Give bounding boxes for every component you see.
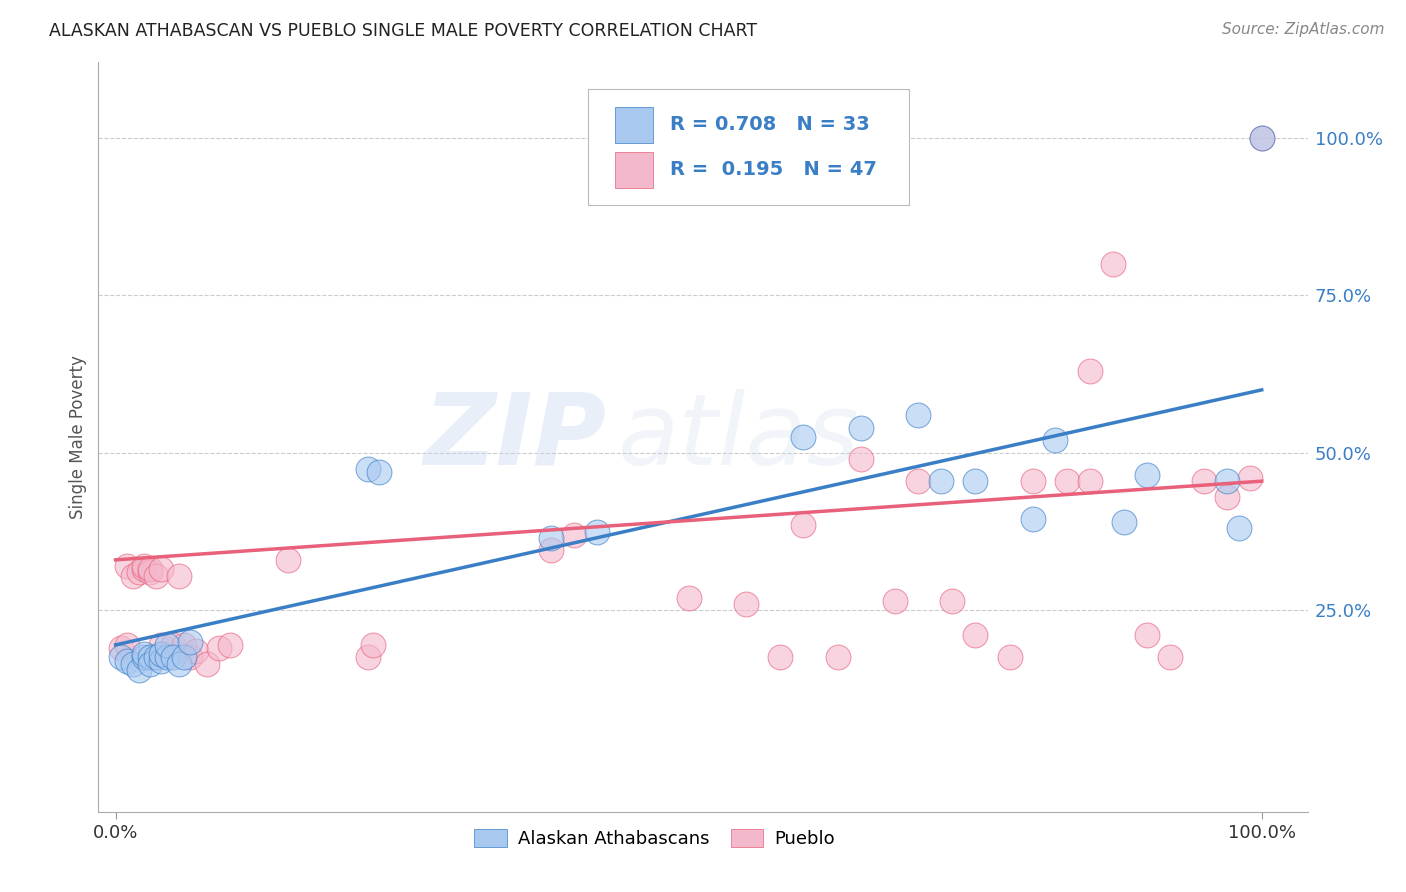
Point xyxy=(1250,131,1272,145)
Point xyxy=(792,430,814,444)
Point xyxy=(929,474,952,488)
Point xyxy=(884,594,907,608)
Point xyxy=(1136,628,1159,642)
Point xyxy=(562,527,585,541)
Point xyxy=(368,465,391,479)
Point xyxy=(965,628,987,642)
Point xyxy=(208,640,231,655)
Point xyxy=(357,461,380,475)
Text: Source: ZipAtlas.com: Source: ZipAtlas.com xyxy=(1222,22,1385,37)
Point xyxy=(540,531,562,545)
Point xyxy=(941,594,963,608)
Point xyxy=(134,650,156,665)
Point xyxy=(115,654,138,668)
Point xyxy=(827,650,849,665)
Point xyxy=(115,638,138,652)
Point xyxy=(150,654,173,668)
Point xyxy=(110,650,132,665)
Point xyxy=(121,657,143,671)
Point xyxy=(1159,650,1181,665)
Point xyxy=(110,640,132,655)
Point xyxy=(139,657,162,671)
Point xyxy=(1021,512,1043,526)
Bar xyxy=(614,152,654,187)
Text: R =  0.195   N = 47: R = 0.195 N = 47 xyxy=(671,160,877,179)
Point xyxy=(173,638,195,652)
Point xyxy=(173,650,195,665)
Point xyxy=(849,420,872,434)
Point xyxy=(167,568,190,582)
Point xyxy=(150,638,173,652)
Point xyxy=(121,568,143,582)
Point xyxy=(1101,257,1123,271)
Point xyxy=(139,650,162,665)
Point xyxy=(167,657,190,671)
Text: R = 0.708   N = 33: R = 0.708 N = 33 xyxy=(671,115,870,134)
Point xyxy=(965,474,987,488)
Text: atlas: atlas xyxy=(619,389,860,485)
FancyBboxPatch shape xyxy=(588,88,908,205)
Point xyxy=(150,648,173,662)
Point xyxy=(145,650,167,665)
Point xyxy=(357,650,380,665)
Point xyxy=(162,638,184,652)
Point xyxy=(145,568,167,582)
Point xyxy=(162,650,184,665)
Point xyxy=(150,562,173,576)
Point xyxy=(586,524,609,539)
Point xyxy=(1227,521,1250,535)
Point xyxy=(128,566,150,580)
Point xyxy=(1078,474,1101,488)
Point xyxy=(907,474,929,488)
Point xyxy=(1216,490,1239,504)
Point xyxy=(998,650,1021,665)
Point xyxy=(678,591,700,605)
Point xyxy=(156,650,179,665)
Point xyxy=(1194,474,1216,488)
Point xyxy=(1216,474,1239,488)
Point xyxy=(134,562,156,576)
Point xyxy=(184,644,207,658)
Point xyxy=(179,634,201,648)
Point xyxy=(179,650,201,665)
Text: ZIP: ZIP xyxy=(423,389,606,485)
Point xyxy=(1250,131,1272,145)
Point xyxy=(792,518,814,533)
Text: ALASKAN ATHABASCAN VS PUEBLO SINGLE MALE POVERTY CORRELATION CHART: ALASKAN ATHABASCAN VS PUEBLO SINGLE MALE… xyxy=(49,22,758,40)
Bar xyxy=(614,107,654,143)
Point xyxy=(1136,467,1159,482)
Point xyxy=(115,559,138,574)
Point xyxy=(363,638,385,652)
Legend: Alaskan Athabascans, Pueblo: Alaskan Athabascans, Pueblo xyxy=(467,822,842,855)
Point xyxy=(1239,471,1261,485)
Point xyxy=(139,562,162,576)
Point xyxy=(735,597,758,611)
Point xyxy=(219,638,242,652)
Point xyxy=(134,559,156,574)
Point xyxy=(1021,474,1043,488)
Point xyxy=(907,408,929,422)
Point xyxy=(195,657,218,671)
Point xyxy=(1114,515,1136,529)
Point xyxy=(849,452,872,467)
Point xyxy=(1056,474,1078,488)
Y-axis label: Single Male Poverty: Single Male Poverty xyxy=(69,355,87,519)
Point xyxy=(134,648,156,662)
Point xyxy=(277,553,299,567)
Point xyxy=(1078,364,1101,378)
Point xyxy=(139,566,162,580)
Point xyxy=(540,543,562,558)
Point xyxy=(156,638,179,652)
Point xyxy=(1045,434,1067,448)
Point xyxy=(128,663,150,677)
Point xyxy=(769,650,792,665)
